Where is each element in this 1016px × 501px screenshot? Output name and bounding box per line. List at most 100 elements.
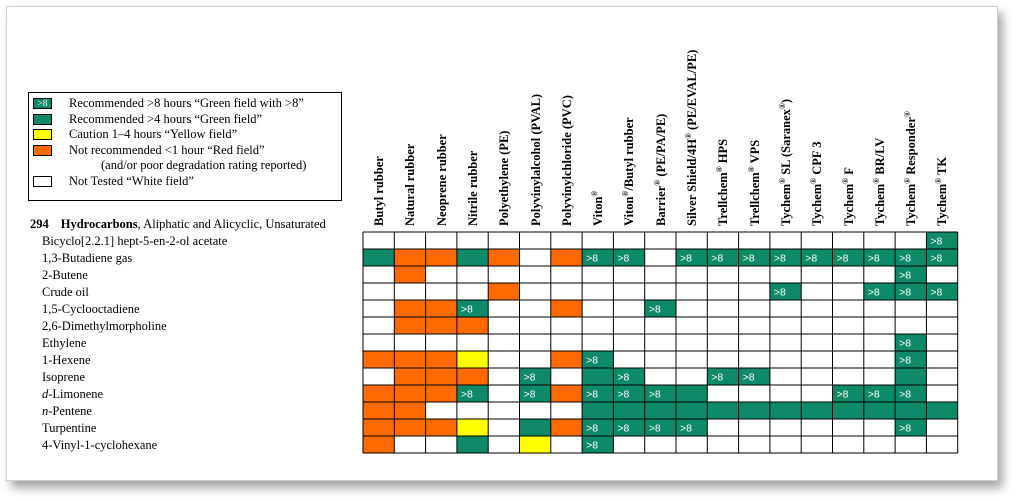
grid-cell [394,351,426,368]
legend-label: Not recommended <1 hour “Red field” [69,142,265,157]
grid-cell [832,436,864,453]
grid-cell [394,419,426,436]
grid-cell [550,419,583,436]
grid-cell [456,283,489,300]
grid-cell-label: >8 [649,389,661,401]
chemical-name: 4-Vinyl-1-cyclohexane [42,437,157,454]
grid-cell [425,266,457,283]
grid-cell [582,232,614,249]
grid-cell [394,283,426,300]
grid-cell [707,317,739,334]
grid-cell [832,266,864,283]
grid-cell [394,436,426,453]
grid-cell [863,402,896,419]
grid-cell [550,402,583,419]
grid-cell [394,317,426,334]
grid-cell [895,402,927,419]
grid-cell [895,317,927,334]
grid-cell [456,351,489,368]
grid-cell [738,249,770,266]
grid-cell [363,283,395,300]
grid-cell-label: >8 [711,372,723,384]
chemical-label: Crude oil [42,285,89,299]
grid-cell [613,232,645,249]
legend-item: Not Tested “White field” [33,174,341,190]
grid-cell-label: >8 [617,253,629,265]
grid-cell-label: >8 [461,304,473,316]
grid-cell [488,385,520,402]
grid-cell-label: >8 [899,253,911,265]
grid-cell [582,385,614,402]
grid-cell [769,402,802,419]
grid-cell [801,368,833,385]
grid-cell [425,334,457,351]
grid-cell [519,368,551,385]
grid-cell [425,402,457,419]
grid-cell [363,249,395,266]
grid-cell [769,283,802,300]
grid-cell [895,436,927,453]
legend-box: >8 Recommended >8 hours “Green field with… [28,92,342,201]
grid-cell [801,249,833,266]
grid-cell [707,385,739,402]
grid-cell [895,232,927,249]
grid-cell [613,249,645,266]
grid-cell [769,232,802,249]
grid-cell [863,266,896,283]
grid-cell [926,436,958,453]
grid-cell [519,317,551,334]
grid-cell [863,436,896,453]
chemical-prefix: n [42,404,49,418]
grid-cell [801,334,833,351]
grid-cell [676,334,708,351]
grid-cell [394,249,426,266]
grid-cell [394,334,426,351]
grid-cell-label: >8 [868,287,880,299]
chemical-name: d-Limonene [42,386,103,403]
grid-cell [676,266,708,283]
grid-cell [363,266,395,283]
grid-cell [832,249,864,266]
grid-cell [769,317,802,334]
grid-cell [707,266,739,283]
grid-cell-label: >8 [930,236,942,248]
grid-cell [863,300,896,317]
grid-cell-label: >8 [586,440,598,452]
grid-cell [676,283,708,300]
grid-cell [456,334,489,351]
grid-cell [519,266,551,283]
grid-cell [738,283,770,300]
grid-cell [738,351,770,368]
grid-cell [644,436,676,453]
grid-cell [488,249,520,266]
chemical-label: Isoprene [42,370,86,384]
grid-cell [363,419,395,436]
chemical-label: Bicyclo[2.2.1] hept-5-en-2-ol acetate [42,234,228,248]
grid-cell [832,385,864,402]
grid-cell [707,300,739,317]
grid-cell [895,334,927,351]
legend-swatch: >8 [33,98,52,109]
grid-cell-label: >8 [586,389,598,401]
grid-cell [582,300,614,317]
section-subtitle: , Aliphatic and Alicyclic, Unsaturated [137,217,326,231]
grid-cell [456,385,489,402]
grid-cell [363,300,395,317]
grid-cell [488,317,520,334]
grid-cell [926,232,958,249]
grid-cell [801,436,833,453]
grid-cell [926,334,958,351]
grid-cell [769,368,802,385]
grid-cell [613,283,645,300]
grid-cell [582,419,614,436]
grid-cell [676,317,708,334]
grid-cell [456,266,489,283]
grid-cell [895,283,927,300]
grid-cell [425,436,457,453]
grid-cell [582,317,614,334]
grid-cell [425,300,457,317]
grid-cell [801,419,833,436]
grid-cell [394,232,426,249]
grid-cell [801,351,833,368]
grid-cell [676,232,708,249]
